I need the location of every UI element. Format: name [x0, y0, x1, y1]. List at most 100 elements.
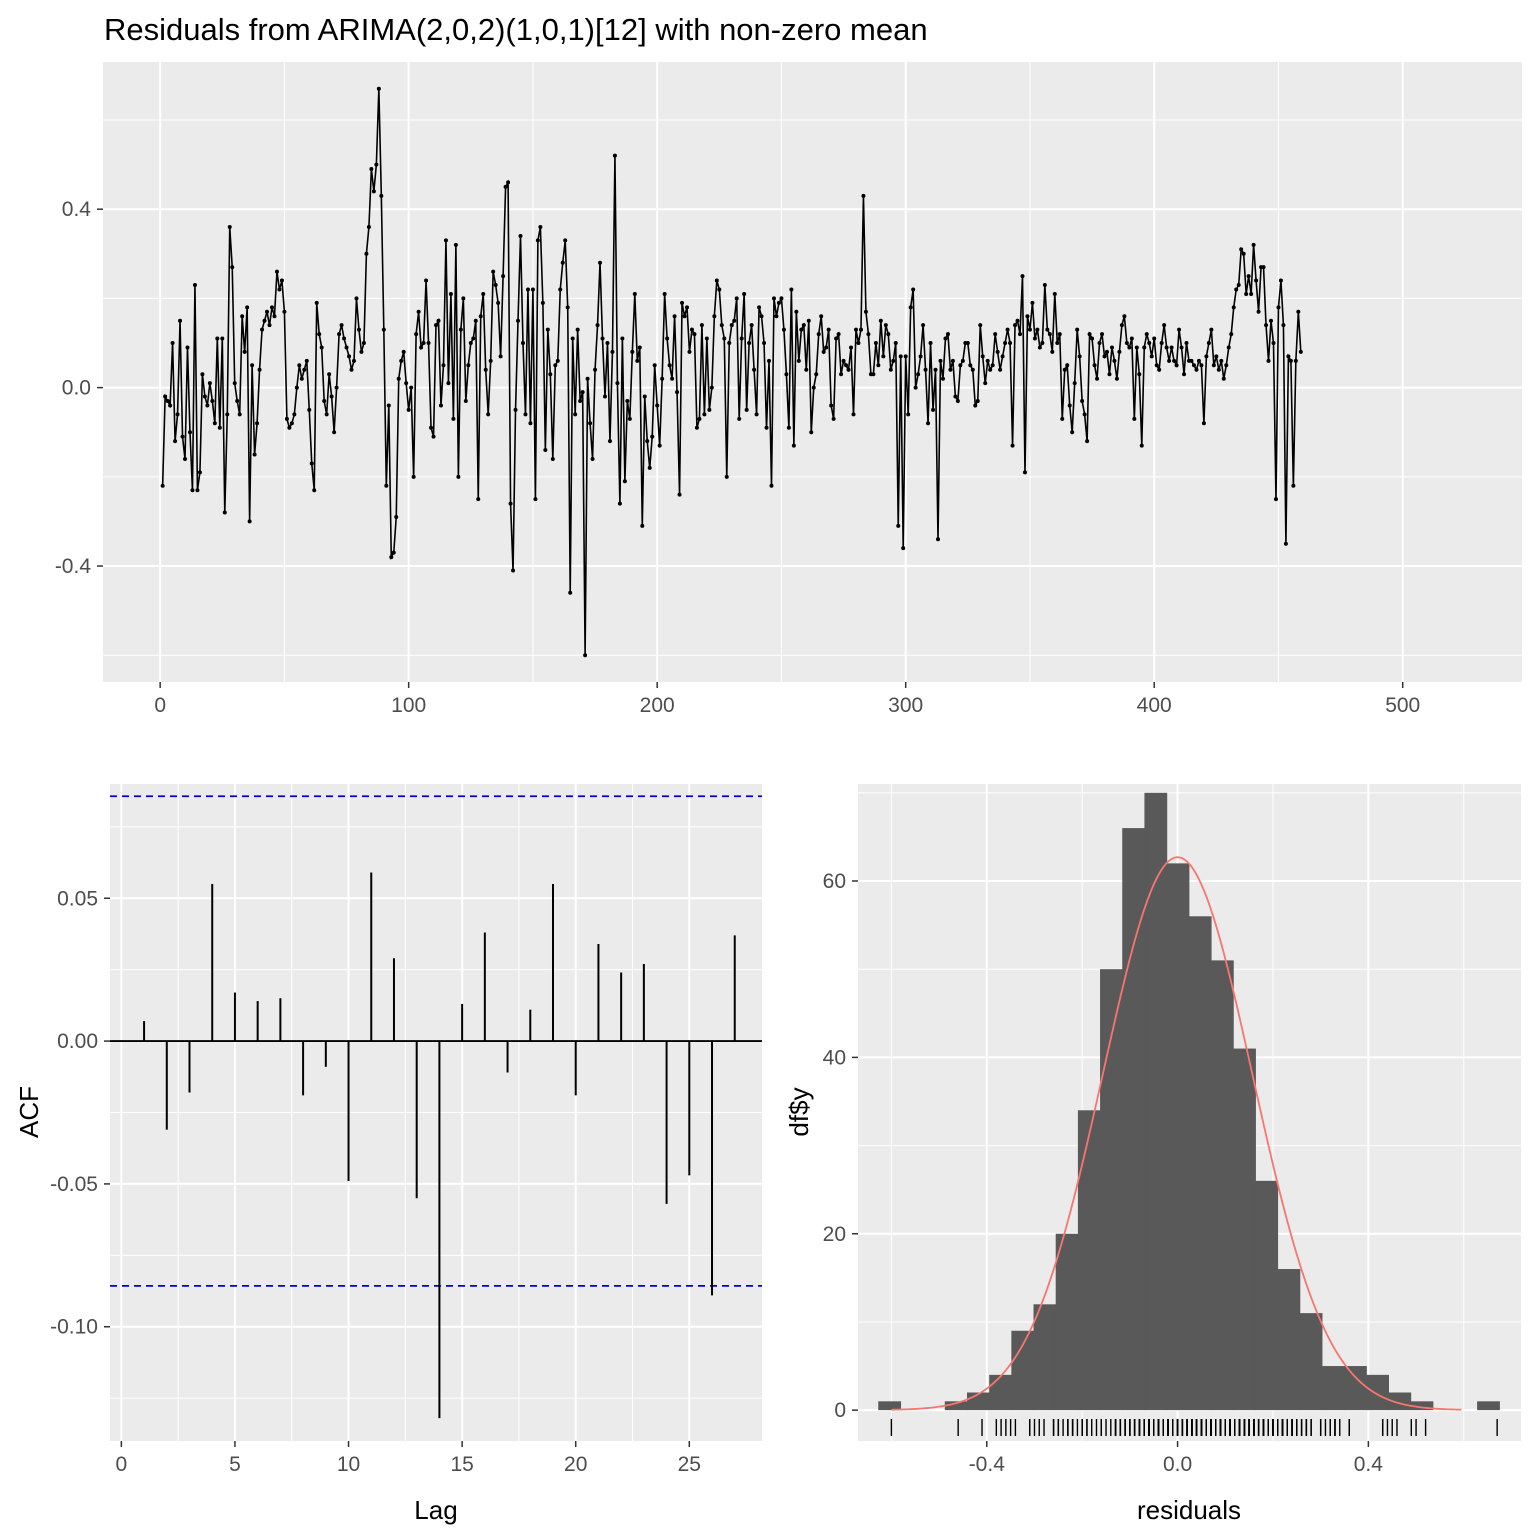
residual-point — [1281, 323, 1286, 328]
residual-point — [178, 318, 183, 323]
residual-point — [1154, 363, 1159, 368]
residual-point — [351, 358, 356, 363]
residual-point — [759, 314, 764, 319]
residual-point — [938, 358, 943, 363]
residual-point — [692, 332, 697, 337]
residual-series-plot-area — [103, 62, 1522, 682]
residual-point — [260, 327, 265, 332]
acf-x-axis-label: Lag — [414, 1495, 457, 1525]
residual-point — [163, 394, 168, 399]
residual-point — [1269, 318, 1274, 323]
residual-point — [926, 421, 931, 426]
y-tick-label: 0.0 — [62, 377, 91, 400]
residual-point — [409, 385, 414, 390]
residual-point — [908, 305, 913, 310]
residual-point — [627, 416, 632, 421]
residual-point — [1092, 363, 1097, 368]
residual-point — [819, 314, 824, 319]
residual-point — [538, 225, 543, 230]
residual-point — [540, 300, 545, 305]
residual-point — [1082, 412, 1087, 417]
residual-point — [655, 403, 660, 408]
residual-point — [468, 341, 473, 346]
y-tick-label: 40 — [823, 1046, 846, 1069]
residual-point — [302, 367, 307, 372]
residual-point — [356, 327, 361, 332]
residual-point — [652, 363, 657, 368]
residual-point — [379, 193, 384, 198]
residual-point — [322, 398, 327, 403]
residual-point — [327, 372, 332, 377]
residual-point — [434, 323, 439, 328]
residual-point — [873, 341, 878, 346]
residual-point — [1100, 332, 1105, 337]
y-tick-label: 0 — [834, 1399, 846, 1422]
residual-point — [339, 323, 344, 328]
residual-point — [948, 367, 953, 372]
residual-point — [274, 269, 279, 274]
residual-point — [1015, 318, 1020, 323]
acf-y-axis-label: ACF — [14, 1086, 44, 1138]
residual-point — [970, 367, 975, 372]
residual-point — [205, 403, 210, 408]
residual-point — [747, 341, 752, 346]
residual-point — [518, 233, 523, 238]
y-tick-label: 0.05 — [57, 887, 98, 910]
residual-point — [717, 287, 722, 292]
residual-point — [324, 412, 329, 417]
residual-point — [816, 332, 821, 337]
residual-point — [744, 407, 749, 412]
residual-point — [304, 358, 309, 363]
residual-point — [903, 354, 908, 359]
residual-point — [371, 189, 376, 194]
residual-point — [839, 372, 844, 377]
residual-point — [1147, 341, 1152, 346]
residual-point — [185, 345, 190, 350]
residual-point — [1085, 439, 1090, 444]
residual-point — [1271, 341, 1276, 346]
residual-point — [1224, 363, 1229, 368]
residual-point — [1251, 242, 1256, 247]
residual-point — [1095, 376, 1100, 381]
residual-point — [496, 300, 501, 305]
residual-point — [916, 372, 921, 377]
x-tick-label: 500 — [1385, 694, 1420, 717]
residual-point — [252, 452, 257, 457]
residual-point — [401, 349, 406, 354]
residual-point — [844, 363, 849, 368]
residual-point — [1249, 291, 1254, 296]
residual-point — [791, 443, 796, 448]
residual-point — [605, 341, 610, 346]
residual-point — [940, 376, 945, 381]
normal-density-curve — [891, 856, 1462, 1411]
residual-point — [958, 363, 963, 368]
residual-point — [978, 323, 983, 328]
residual-point — [935, 537, 940, 542]
residual-point — [856, 341, 861, 346]
residual-point — [1129, 336, 1134, 341]
residual-point — [689, 327, 694, 332]
x-tick-label: 100 — [391, 694, 426, 717]
residual-point — [1003, 341, 1008, 346]
residual-point — [1025, 314, 1030, 319]
residual-point — [481, 291, 486, 296]
residual-point — [928, 341, 933, 346]
residual-point — [1159, 341, 1164, 346]
y-tick-label: -0.4 — [55, 555, 92, 578]
residual-point — [419, 345, 424, 350]
residual-point — [1114, 376, 1119, 381]
residual-point — [602, 394, 607, 399]
residual-point — [896, 523, 901, 528]
residual-point — [364, 251, 369, 256]
residual-point — [175, 412, 180, 417]
residual-point — [913, 385, 918, 390]
residual-point — [781, 327, 786, 332]
residual-point — [1293, 358, 1298, 363]
residual-point — [680, 300, 685, 305]
residual-point — [342, 336, 347, 341]
histogram-bar — [1366, 1374, 1389, 1411]
residual-point — [498, 354, 503, 359]
x-tick-label: 300 — [888, 694, 923, 717]
residual-point — [866, 332, 871, 337]
x-tick-label: 400 — [1137, 694, 1172, 717]
